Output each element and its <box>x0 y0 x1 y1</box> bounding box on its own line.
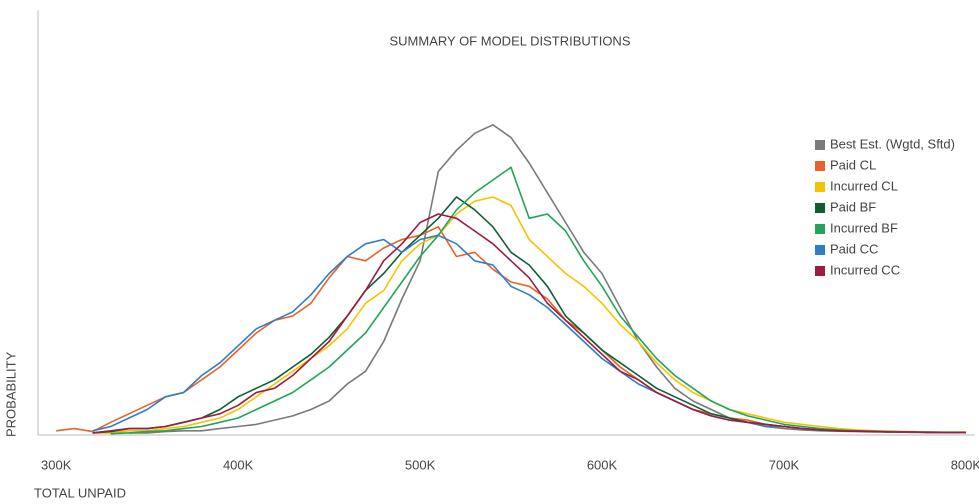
legend-label: Incurred CL <box>830 178 898 193</box>
legend-label: Paid CC <box>830 241 878 256</box>
chart-title: SUMMARY OF MODEL DISTRIBUTIONS <box>389 33 630 48</box>
legend-swatch <box>815 245 825 255</box>
legend-label: Paid BF <box>830 199 876 214</box>
x-tick-label: 800K <box>951 457 979 472</box>
series-line <box>110 166 966 435</box>
legend-swatch <box>815 140 825 150</box>
x-tick-label: 400K <box>223 457 254 472</box>
legend-label: Paid CL <box>830 157 876 172</box>
x-tick-label: 500K <box>405 457 436 472</box>
series-line <box>92 213 966 434</box>
legend-swatch <box>815 161 825 171</box>
legend-swatch <box>815 182 825 192</box>
y-axis-label: PROBABILITY <box>3 351 18 437</box>
legend-label: Incurred BF <box>830 220 898 235</box>
series-line <box>56 226 966 434</box>
x-tick-label: 300K <box>41 457 72 472</box>
legend-swatch <box>815 224 825 234</box>
series-line <box>92 196 966 434</box>
legend-label: Best Est. (Wgtd, Sftd) <box>830 136 955 151</box>
legend-label: Incurred CC <box>830 262 900 277</box>
x-tick-label: 600K <box>587 457 618 472</box>
x-tick-label: 700K <box>769 457 800 472</box>
legend-swatch <box>815 203 825 213</box>
x-axis-label: TOTAL UNPAID <box>34 485 126 500</box>
legend-swatch <box>815 266 825 276</box>
